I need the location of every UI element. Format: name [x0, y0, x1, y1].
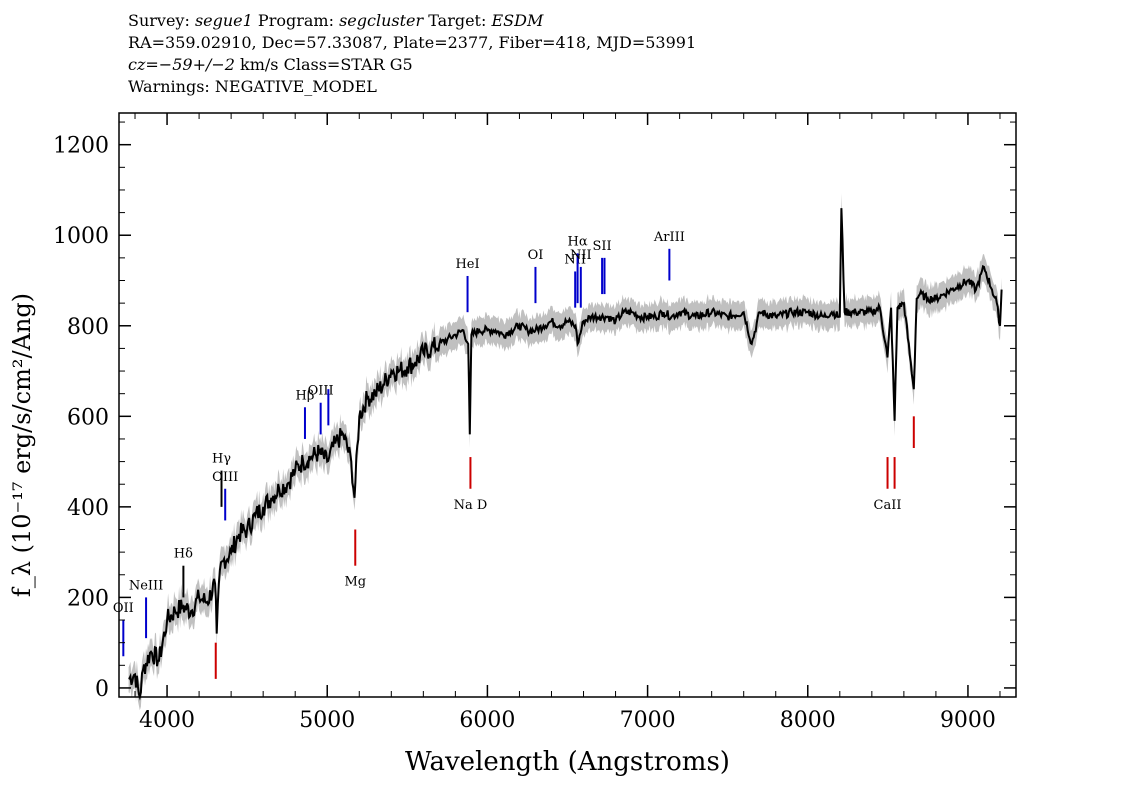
header-line-redshift: cz=−59+/−2 km/s Class=STAR G5 — [128, 54, 696, 76]
line-marker-label-10: NII — [564, 252, 586, 267]
y-tick-label-200: 200 — [67, 586, 109, 611]
line-marker-label-5: Hβ — [296, 388, 315, 403]
target-label: Target: — [428, 11, 487, 30]
line-marker-label-18: Na D — [454, 498, 488, 513]
spectrum-header: Survey: segue1 Program: segcluster Targe… — [128, 10, 696, 98]
y-tick-label-600: 600 — [67, 405, 109, 430]
line-marker-label-17: Mg — [344, 575, 366, 590]
line-marker-label-12: NII — [570, 248, 592, 263]
target-value: ESDM — [491, 11, 544, 30]
line-marker-label-1: NeIII — [129, 578, 163, 593]
x-tick-label-7000: 7000 — [620, 708, 676, 733]
line-marker-label-13: SII — [593, 239, 612, 254]
line-marker-label-9: OI — [528, 248, 544, 263]
line-marker-label-0: OII — [113, 601, 134, 616]
cz-label: cz= — [128, 55, 159, 74]
line-marker-label-11: Hα — [568, 234, 588, 249]
cz-value: −59+/−2 — [158, 55, 235, 74]
line-marker-label-2: Hδ — [174, 547, 193, 562]
line-marker-label-8: HeI — [455, 257, 479, 272]
header-line-coordinates: RA=359.02910, Dec=57.33087, Plate=2377, … — [128, 33, 697, 52]
survey-value: segue1 — [194, 11, 253, 30]
line-marker-label-19: CaII — [874, 498, 902, 513]
y-tick-label-1200: 1200 — [53, 134, 109, 159]
x-tick-label-4000: 4000 — [139, 708, 195, 733]
x-tick-label-6000: 6000 — [459, 708, 515, 733]
x-tick-label-8000: 8000 — [780, 708, 836, 733]
y-tick-label-0: 0 — [95, 677, 109, 702]
error-band — [128, 193, 1002, 711]
error-band-layer — [128, 193, 1002, 711]
flux-line-layer — [128, 208, 1003, 701]
y-tick-label-1000: 1000 — [53, 224, 109, 249]
x-tick-label-9000: 9000 — [940, 708, 996, 733]
program-label: Program: — [257, 11, 334, 30]
flux-series-line — [128, 208, 1003, 701]
line-marker-label-3: Hγ — [212, 452, 231, 467]
y-tick-label-800: 800 — [67, 315, 109, 340]
line-marker-label-6: OIII — [308, 384, 334, 399]
line-marker-label-15: ArIII — [653, 230, 685, 245]
line-marker-label-4: OIII — [212, 470, 238, 485]
axis-tick-layer: 4000 5000 6000 7000 8000 9000 0 200 400 600 800 100… — [53, 113, 1016, 733]
y-tick-label-400: 400 — [67, 496, 109, 521]
header-line-survey: Survey: segue1 Program: segcluster Targe… — [128, 10, 696, 32]
program-value: segcluster — [339, 11, 424, 30]
plot-frame — [118, 112, 1017, 698]
x-tick-label-5000: 5000 — [299, 708, 355, 733]
y-axis-label: f_λ (10⁻¹⁷ erg/s/cm²/Ang) — [8, 293, 36, 597]
cz-rest: km/s Class=STAR G5 — [240, 55, 413, 74]
x-axis-label: Wavelength (Angstroms) — [405, 747, 730, 777]
survey-label: Survey: — [128, 11, 190, 30]
header-line-warnings: Warnings: NEGATIVE_MODEL — [128, 77, 377, 96]
